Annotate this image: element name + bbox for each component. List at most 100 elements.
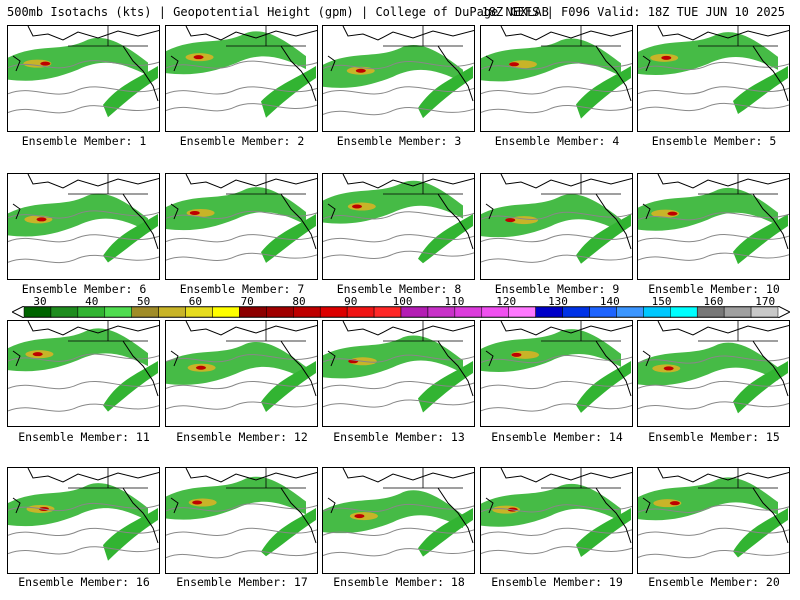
panel-caption: Ensemble Member: 12 xyxy=(176,430,308,444)
height-contour xyxy=(323,399,474,408)
colorbar-tick-label: 120 xyxy=(496,295,517,308)
ensemble-panel-15 xyxy=(637,320,790,427)
coastline xyxy=(327,26,474,102)
political-border xyxy=(698,26,778,47)
colorbar-tick-label: 100 xyxy=(392,295,413,308)
jet-streak xyxy=(166,476,316,557)
height-contour xyxy=(638,355,789,364)
colorbar-segment xyxy=(481,306,509,318)
panel-caption: Ensemble Member: 19 xyxy=(491,575,623,589)
colorbar-segment xyxy=(212,306,240,318)
jet-streak xyxy=(166,187,316,263)
coastline xyxy=(485,26,632,102)
coastline xyxy=(12,26,159,102)
title-right: 18Z GEFS | F096 Valid: 18Z TUE JUN 10 20… xyxy=(481,5,785,19)
political-border xyxy=(541,321,621,342)
height-contour xyxy=(323,548,474,557)
height-contour xyxy=(481,527,632,536)
panel-caption: Ensemble Member: 2 xyxy=(179,134,305,148)
colorbar-segment xyxy=(454,306,483,318)
ensemble-panel-5 xyxy=(637,25,790,132)
jet-streak xyxy=(166,31,316,118)
height-contour xyxy=(481,61,632,70)
map-11 xyxy=(8,321,159,412)
height-contour xyxy=(8,353,159,362)
ensemble-panel-17 xyxy=(165,467,318,574)
colorbar-segment xyxy=(77,306,106,318)
height-contour xyxy=(638,380,789,390)
colorbar-tick-label: 70 xyxy=(240,295,254,308)
height-contour xyxy=(481,504,632,513)
political-border xyxy=(383,321,463,342)
colorbar-segment xyxy=(239,306,267,318)
map-20 xyxy=(638,468,789,559)
coastline xyxy=(485,174,632,250)
jet-streak xyxy=(638,187,788,265)
colorbar-tick-label: 110 xyxy=(444,295,465,308)
colorbar-segment xyxy=(346,306,375,318)
ensemble-panel-7 xyxy=(165,173,318,280)
ensemble-panel-10 xyxy=(637,173,790,280)
map-17 xyxy=(166,468,317,559)
colorbar-segment xyxy=(562,306,590,318)
coastline xyxy=(485,468,632,544)
colorbar-tick-label: 150 xyxy=(651,295,672,308)
jet-streak xyxy=(8,483,158,561)
height-contour xyxy=(8,546,159,555)
panel-caption: Ensemble Member: 5 xyxy=(651,134,777,148)
height-contour xyxy=(638,527,789,536)
jet-streak xyxy=(166,341,316,413)
height-contour xyxy=(8,105,159,114)
coastline xyxy=(327,174,474,250)
height-contour xyxy=(8,527,159,537)
ensemble-panel-8 xyxy=(322,173,475,280)
height-contour xyxy=(166,252,317,261)
political-border xyxy=(226,321,306,342)
political-border xyxy=(68,321,148,342)
jet-streak xyxy=(481,194,631,264)
map-4 xyxy=(481,26,632,119)
colorbar-tick-label: 90 xyxy=(344,295,358,308)
colorbar-segment xyxy=(750,306,779,318)
coastline xyxy=(170,468,317,544)
isotach-colorbar xyxy=(12,306,790,318)
map-10 xyxy=(638,174,789,265)
ensemble-panel-14 xyxy=(480,320,633,427)
political-border xyxy=(698,321,778,342)
height-contour xyxy=(8,210,159,219)
height-contour xyxy=(166,86,317,95)
coastline xyxy=(170,174,317,250)
height-contour xyxy=(638,86,789,95)
height-contour xyxy=(166,550,317,559)
height-contour xyxy=(481,403,632,412)
map-3 xyxy=(323,26,474,119)
colorbar-tick-label: 130 xyxy=(548,295,568,308)
colorbar-labels: 30 40 50 60 70 80 90 100 110 120 130 140 150 160 170 xyxy=(0,295,800,320)
height-contour xyxy=(8,234,159,243)
colorbar-segment xyxy=(293,306,321,318)
coastline xyxy=(12,468,159,544)
ensemble-panel-19 xyxy=(480,467,633,574)
height-contour xyxy=(323,86,474,95)
height-contour xyxy=(323,250,474,259)
height-contour xyxy=(323,61,474,70)
ensemble-panel-13 xyxy=(322,320,475,427)
height-contour xyxy=(166,60,317,69)
jet-streak xyxy=(8,193,158,263)
panel-caption: Ensemble Member: 18 xyxy=(333,575,465,589)
jet-streak xyxy=(481,483,631,558)
height-contour xyxy=(481,105,632,114)
panel-caption: Ensemble Member: 13 xyxy=(333,430,465,444)
height-contour xyxy=(8,86,159,95)
colorbar-segment xyxy=(158,306,186,318)
map-18 xyxy=(323,468,474,557)
panel-caption: Ensemble Member: 14 xyxy=(491,430,623,444)
panel-caption: Ensemble Member: 10 xyxy=(648,282,780,296)
panel-caption: Ensemble Member: 1 xyxy=(21,134,147,148)
colorbar-segment xyxy=(319,306,348,318)
panel-caption: Ensemble Member: 4 xyxy=(494,134,620,148)
panel-caption: Ensemble Member: 3 xyxy=(336,134,462,148)
height-contour xyxy=(481,380,632,390)
height-contour xyxy=(481,355,632,364)
ensemble-panel-1 xyxy=(7,25,160,132)
